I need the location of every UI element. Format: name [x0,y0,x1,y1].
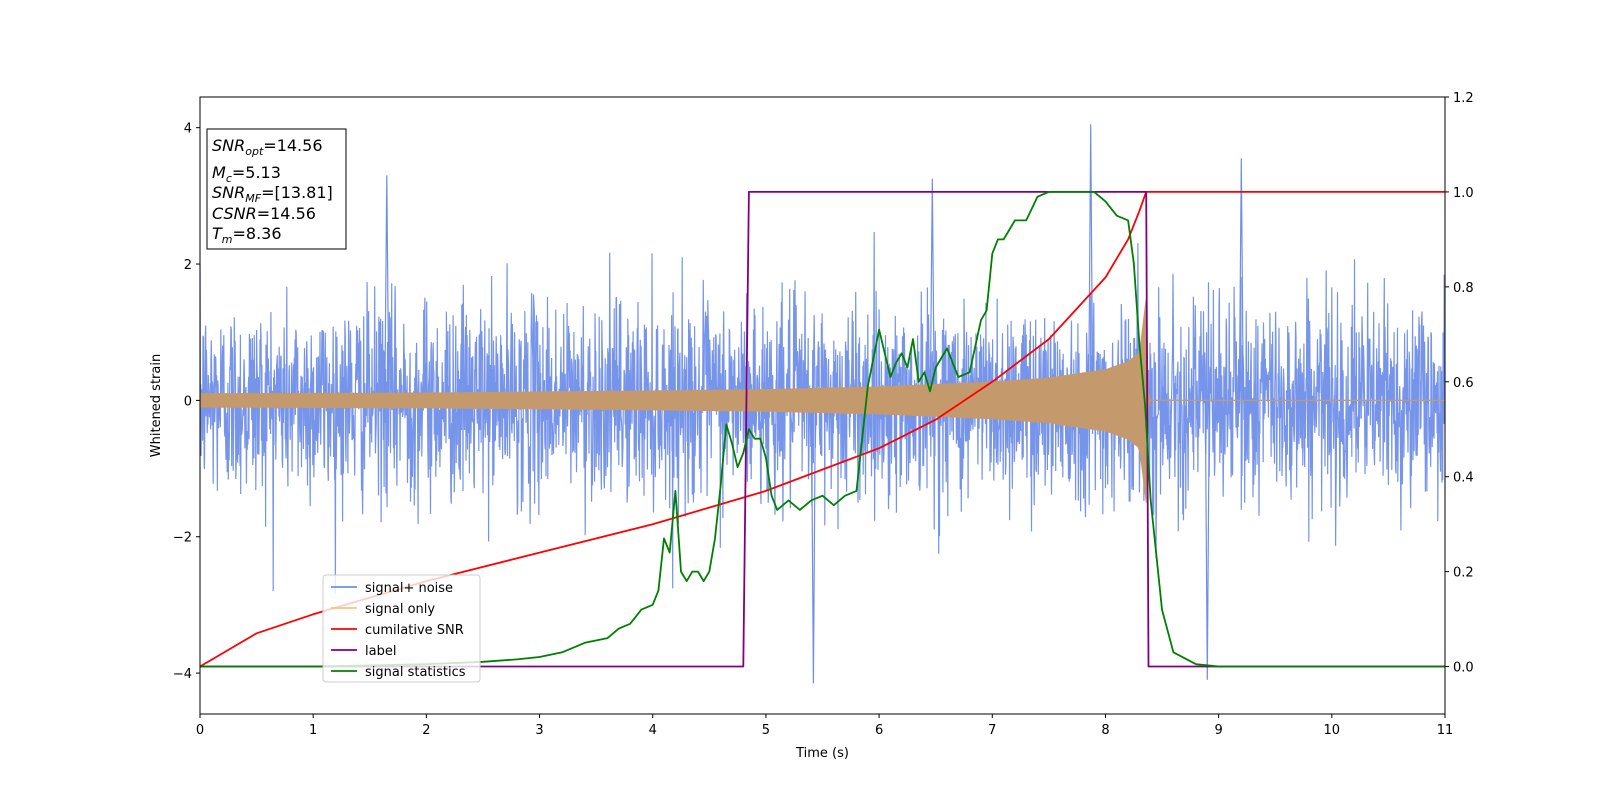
annotation-row: SNRopt=14.56 [212,136,323,158]
y-right-tick-label: 0.2 [1453,566,1474,581]
legend-label: signal only [365,602,435,617]
plot-frame [199,96,1446,715]
label-line [200,191,1445,668]
x-tick-label: 1 [309,723,317,738]
y-left-tick-label: 2 [184,258,192,273]
legend-box [322,574,481,683]
x-tick-label: 7 [988,723,996,738]
signal-statistics-line [200,191,1445,668]
signal-noise-line [200,231,1445,594]
legend-label: signal+ noise [365,581,453,596]
y-axis-label: Whitened strain [149,354,164,457]
signal-noise-peak [929,178,935,401]
x-tick-label: 11 [1437,723,1454,738]
y-left-tick-label: −2 [173,531,192,546]
axes: 0 1 2 3 4 5 6 7 8 9 10 11 −4 −2 0 2 4 0.0 0.2 0.4 0.6 0.8 1.0 1… [149,91,1474,761]
signal-noise-peak [1088,124,1094,401]
signal-noise-peak [810,400,816,684]
plot-area [200,124,1445,684]
legend-label: cumilative SNR [365,623,464,638]
annotation-frame [206,128,347,250]
x-tick-label: 10 [1324,723,1341,738]
signal-noise-peak [384,175,390,401]
x-tick-label: 0 [196,723,204,738]
signal-noise-peak [1238,158,1244,401]
legend: signal+ noise signal only cumilative SNR la… [322,574,481,683]
signal-noise-peak [1204,400,1210,680]
y-right-tick-label: 0.4 [1453,471,1474,486]
y-right-tick-label: 0.8 [1453,281,1474,296]
x-tick-label: 9 [1214,723,1222,738]
x-tick-label: 4 [649,723,657,738]
y-left-tick-label: 4 [184,122,192,137]
legend-label: signal statistics [365,665,466,680]
x-tick-label: 2 [422,723,430,738]
annotation-row: CSNR=14.56 [212,204,316,223]
y-right-tick-label: 0.6 [1453,376,1474,391]
x-tick-label: 5 [762,723,770,738]
legend-label: label [365,644,396,659]
annotation-row: Mc=5.13 [212,163,281,185]
x-tick-label: 6 [875,723,883,738]
x-axis-label: Time (s) [795,746,849,761]
y-right-tick-label: 0.0 [1453,661,1474,676]
annotation-row: Tm=8.36 [212,224,282,246]
y-left-tick-label: 0 [184,394,192,409]
annotation-row: SNRMF=[13.81] [212,183,333,205]
y-left-tick-label: −4 [173,667,192,682]
x-tick-label: 3 [535,723,543,738]
y-right-tick-label: 1.2 [1453,91,1474,106]
x-tick-label: 8 [1101,723,1109,738]
annotation-box: SNRopt=14.56 Mc=5.13SNRMF=[13.81]CSNR=14.… [206,128,347,250]
y-right-tick-label: 1.0 [1453,186,1474,201]
